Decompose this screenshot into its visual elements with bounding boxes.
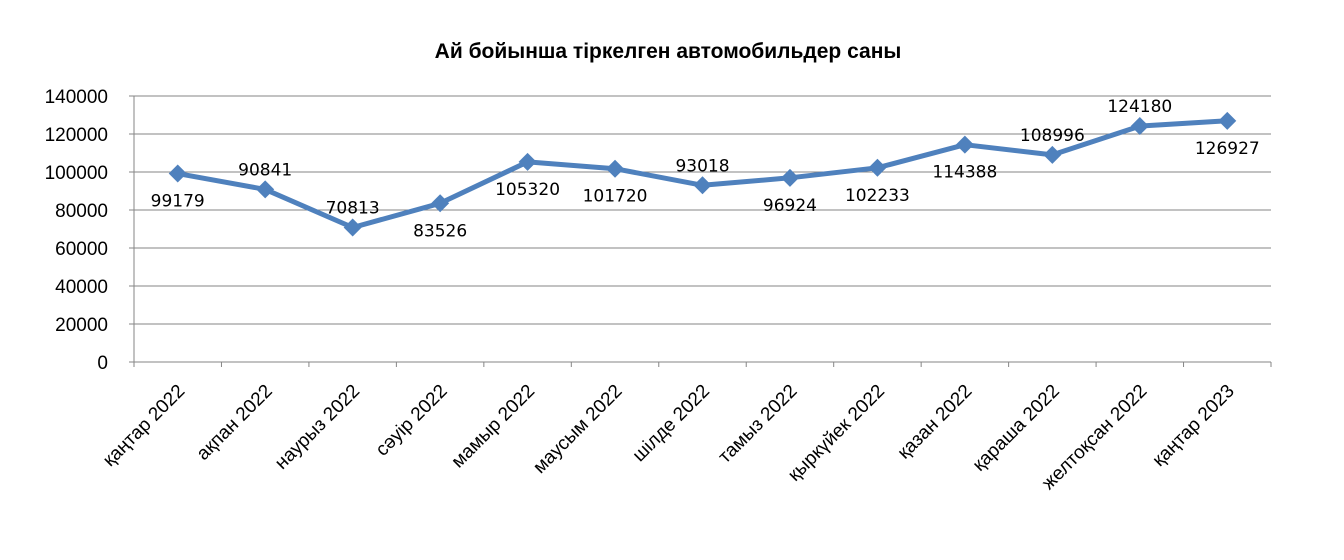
data-label: 108996 [1020, 126, 1085, 146]
x-tick-label: ақпан 2022 [193, 381, 277, 465]
chart-title: Ай бойынша тіркелген автомобильдер саны [435, 40, 902, 63]
x-tick-label: тамыз 2022 [714, 381, 801, 468]
data-point-marker [780, 168, 799, 187]
x-tick-label: қараша 2022 [969, 381, 1064, 476]
data-point-marker [518, 152, 537, 171]
data-label: 114388 [932, 163, 997, 183]
data-point-marker [955, 135, 974, 154]
data-point-marker [1043, 145, 1062, 164]
gridlines [134, 95, 1271, 325]
y-tick-label: 0 [97, 353, 108, 374]
data-point-marker [431, 194, 450, 213]
y-tick-label: 20000 [55, 315, 108, 336]
data-point-marker [868, 158, 887, 177]
data-point-marker [256, 180, 275, 199]
data-label: 96924 [763, 196, 817, 216]
y-tick-label: 60000 [55, 239, 108, 260]
y-tick-label: 40000 [55, 277, 108, 298]
y-tick-label: 140000 [45, 87, 108, 108]
x-tick-label: сәуір 2022 [372, 381, 452, 461]
data-labels: 99179 90841 70813 83526 105320 101720 93018 969… [151, 97, 1260, 241]
data-point-marker [343, 218, 362, 237]
y-tick-label: 100000 [45, 163, 108, 184]
data-point-marker [693, 176, 712, 195]
axes [129, 95, 1272, 367]
data-label: 90841 [238, 160, 292, 180]
x-tick-label: қаңтар 2022 [99, 381, 189, 471]
data-label: 102233 [845, 186, 910, 206]
x-tick-label: қаңтар 2023 [1149, 381, 1239, 471]
data-label: 101720 [583, 187, 648, 207]
x-tick-label: шілде 2022 [629, 381, 714, 466]
x-tick-label: маусым 2022 [529, 381, 626, 478]
data-point-marker [606, 159, 625, 178]
y-tick-label: 120000 [45, 125, 108, 146]
y-tick-label: 80000 [55, 201, 108, 222]
data-point-marker [168, 164, 187, 183]
data-label: 93018 [675, 156, 729, 176]
data-point-marker [1130, 117, 1149, 136]
x-tick-label: мамыр 2022 [448, 381, 540, 473]
data-label: 124180 [1107, 97, 1172, 117]
data-label: 83526 [413, 221, 467, 241]
data-label: 126927 [1195, 139, 1260, 159]
data-label: 105320 [495, 180, 560, 200]
x-tick-label: наурыз 2022 [271, 381, 364, 474]
data-label: 70813 [326, 198, 380, 218]
data-label: 99179 [151, 192, 205, 212]
data-point-marker [1218, 111, 1237, 130]
x-tick-label: қазан 2022 [894, 381, 977, 464]
y-axis-tick-labels: 0 20000 40000 60000 80000 100000 120000 140000 [45, 87, 108, 374]
markers [168, 111, 1237, 237]
